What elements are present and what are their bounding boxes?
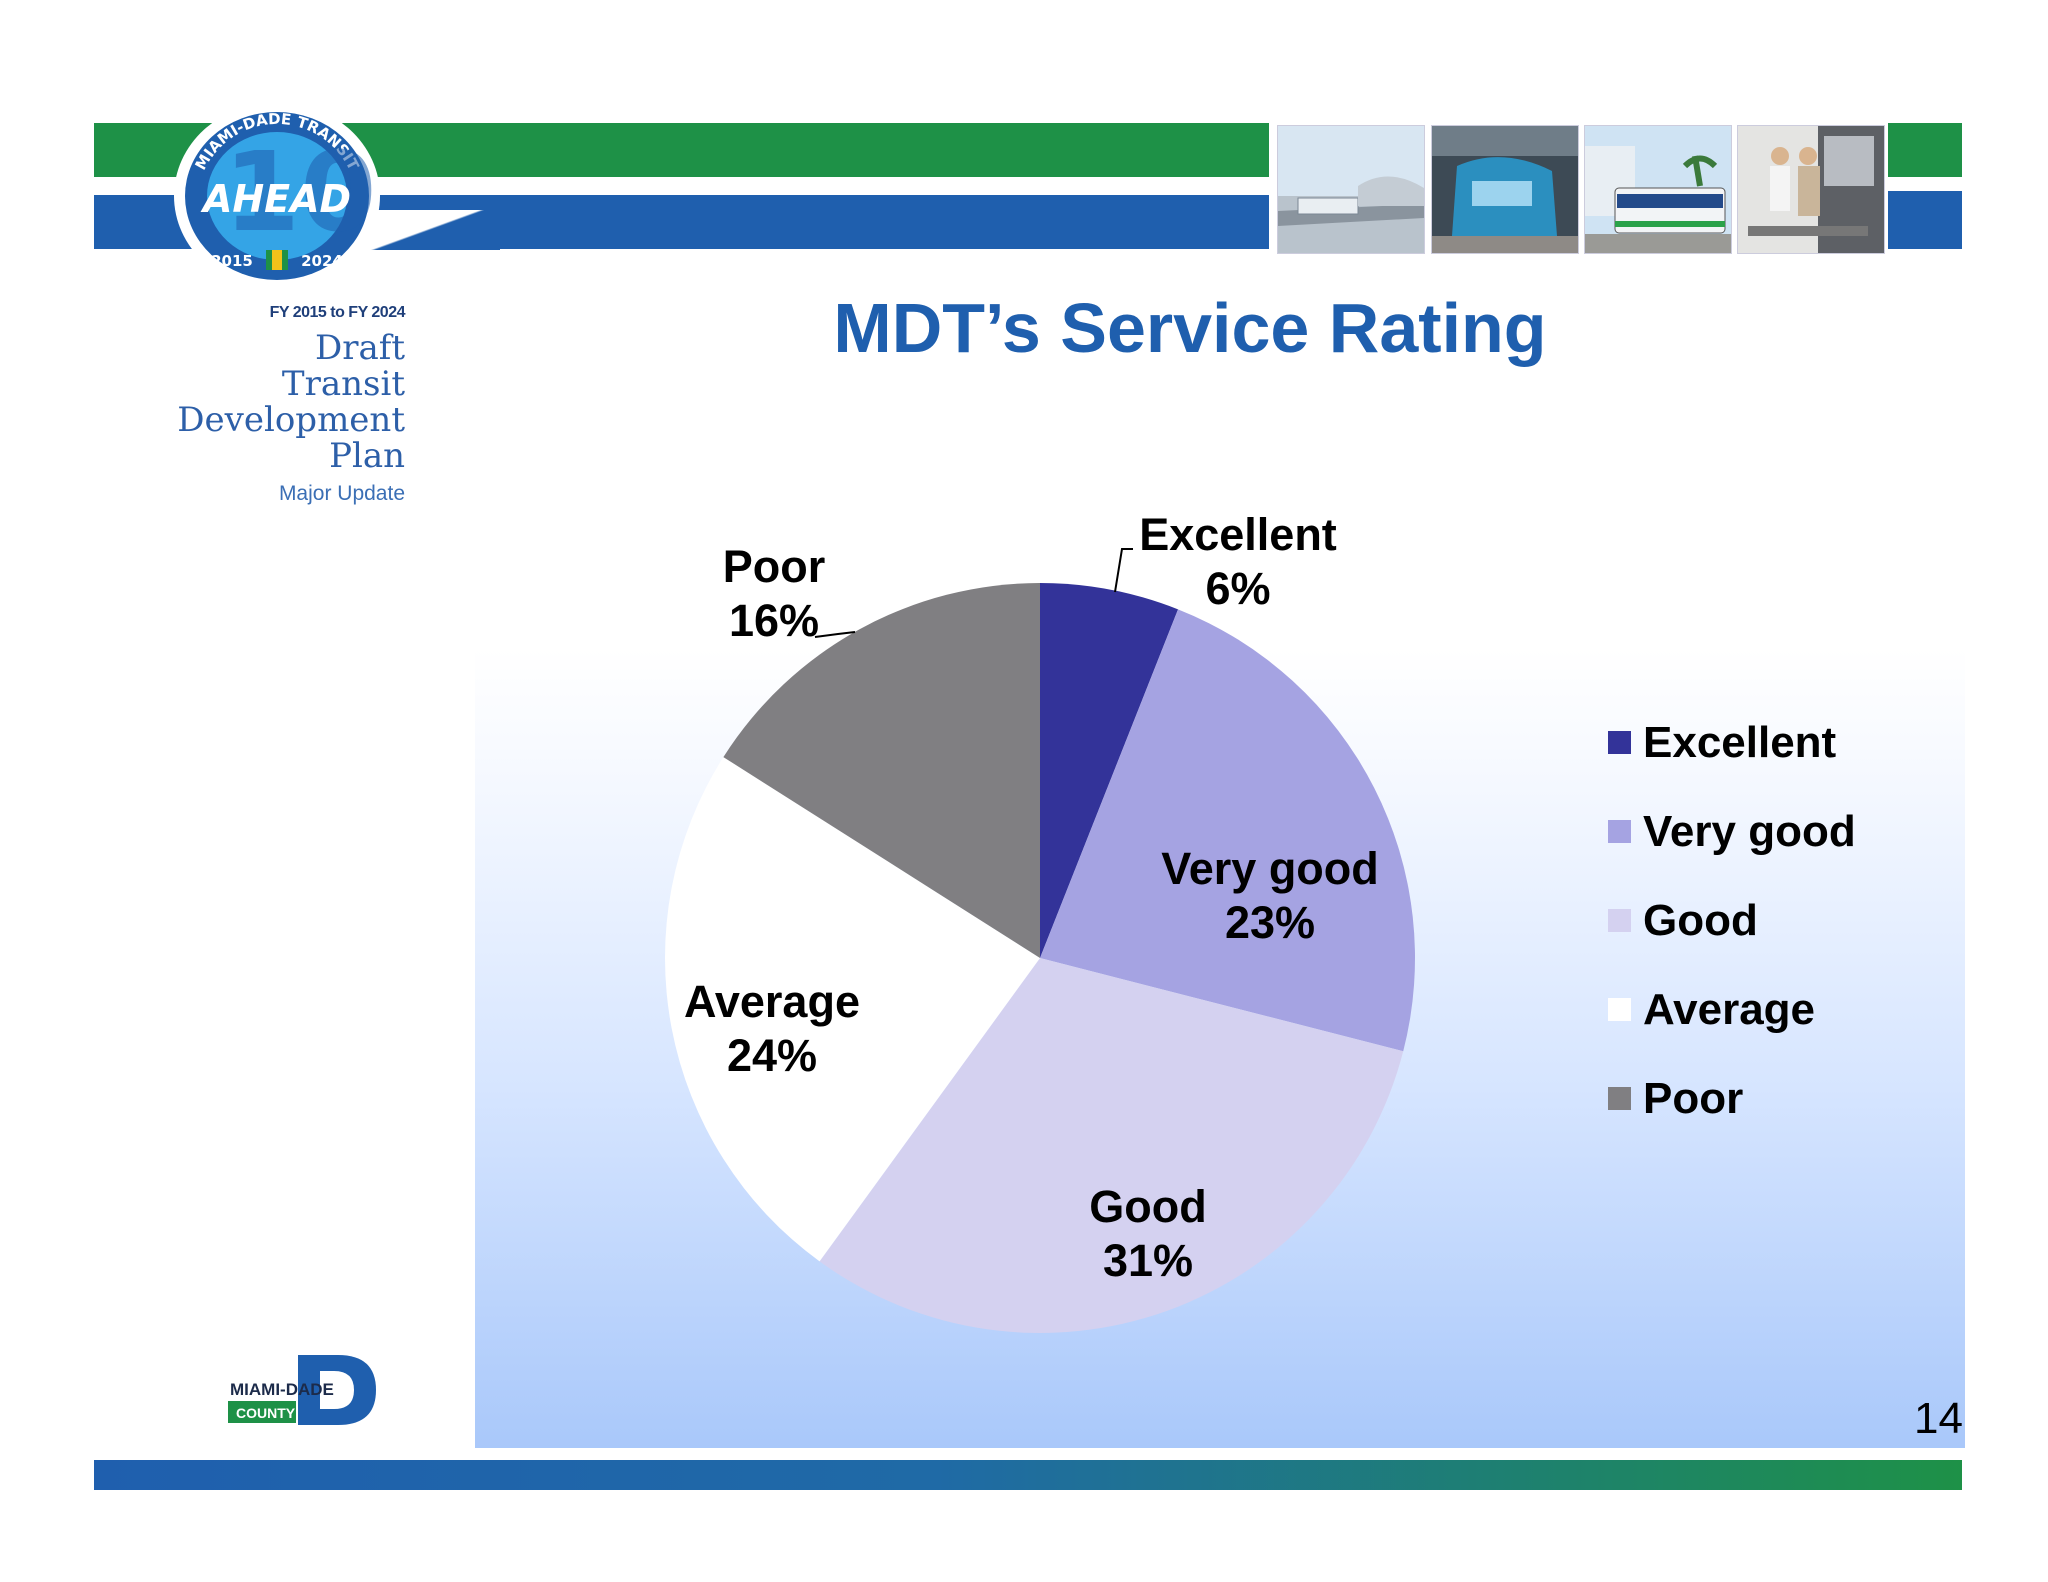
header-green-band-right bbox=[1888, 123, 1962, 177]
slice-label-poor-value: 16% bbox=[728, 595, 820, 646]
svg-text:10: 10 bbox=[223, 128, 376, 256]
logo-center-text: AHEAD bbox=[200, 177, 351, 221]
plan-title-block: FY 2015 to FY 2024 Draft Transit Develop… bbox=[120, 300, 405, 520]
slice-label-very-good-value: 23% bbox=[1224, 897, 1316, 948]
legend-item-excellent: Excellent bbox=[1608, 698, 1856, 787]
slice-label-poor: Poor 16% bbox=[723, 540, 826, 648]
legend-swatch-poor bbox=[1608, 1087, 1631, 1110]
legend-item-very-good: Very good bbox=[1608, 787, 1856, 876]
chart-legend: Excellent Very good Good Average Poor bbox=[1608, 698, 1856, 1143]
footer-bar bbox=[94, 1460, 1962, 1490]
slice-label-very-good-name: Very good bbox=[1161, 843, 1379, 894]
slice-label-average: Average 24% bbox=[684, 975, 860, 1083]
slice-label-good-name: Good bbox=[1089, 1181, 1207, 1232]
slice-label-excellent: Excellent 6% bbox=[1139, 508, 1337, 616]
slice-label-good: Good 31% bbox=[1089, 1180, 1206, 1288]
slice-label-good-value: 31% bbox=[1102, 1235, 1194, 1286]
header-blue-band-right bbox=[1888, 191, 1962, 249]
slice-label-excellent-value: 6% bbox=[1205, 563, 1271, 614]
photo-metromover bbox=[1431, 125, 1579, 254]
slice-label-very-good: Very good 23% bbox=[1161, 842, 1379, 950]
ahead-logo: MIAMI-DADE TRANSIT 10 AHEAD 2015 2024 bbox=[172, 100, 382, 292]
pie-slice-good bbox=[819, 958, 1404, 1333]
plan-line-2: Transit bbox=[281, 364, 405, 404]
pie-slice-excellent bbox=[1040, 583, 1179, 958]
slice-label-poor-name: Poor bbox=[722, 541, 826, 592]
legend-label-average: Average bbox=[1643, 984, 1816, 1034]
logo-year-left: 2015 bbox=[211, 252, 253, 270]
county-logo-line2: COUNTY bbox=[236, 1405, 296, 1421]
plan-line-1: Draft bbox=[314, 328, 405, 368]
slice-label-average-name: Average bbox=[684, 976, 860, 1027]
slide-title: MDT’s Service Rating bbox=[833, 289, 1547, 367]
legend-label-good: Good bbox=[1643, 895, 1758, 945]
pie-slice-very-good bbox=[1040, 609, 1415, 1052]
legend-label-excellent: Excellent bbox=[1643, 717, 1837, 767]
legend-item-poor: Poor bbox=[1608, 1054, 1856, 1143]
plan-subtitle: Major Update bbox=[278, 482, 405, 505]
photo-metrobus bbox=[1584, 125, 1732, 254]
legend-swatch-average bbox=[1608, 998, 1631, 1021]
legend-label-very-good: Very good bbox=[1643, 806, 1856, 856]
leader-line-excellent bbox=[1114, 548, 1133, 593]
legend-swatch-good bbox=[1608, 909, 1631, 932]
legend-label-poor: Poor bbox=[1643, 1073, 1744, 1123]
plan-line-4: Plan bbox=[329, 436, 405, 476]
legend-swatch-very-good bbox=[1608, 820, 1631, 843]
pie-slice-poor bbox=[723, 583, 1040, 958]
slice-label-average-value: 24% bbox=[726, 1030, 818, 1081]
fy-range: FY 2015 to FY 2024 bbox=[269, 304, 406, 321]
legend-item-good: Good bbox=[1608, 876, 1856, 965]
county-logo-line1: MIAMI-DADE bbox=[230, 1380, 334, 1399]
photo-metrorail-station bbox=[1277, 125, 1425, 254]
leader-line-poor bbox=[814, 631, 856, 638]
pie-slice-average bbox=[664, 757, 1040, 1262]
slice-label-excellent-name: Excellent bbox=[1139, 509, 1337, 560]
photo-special-transportation bbox=[1737, 125, 1885, 254]
plan-line-3: Development bbox=[177, 400, 405, 440]
legend-swatch-excellent bbox=[1608, 731, 1631, 754]
header-blue-wedge bbox=[360, 210, 500, 250]
legend-item-average: Average bbox=[1608, 965, 1856, 1054]
miami-dade-county-logo: MIAMI-DADE COUNTY bbox=[228, 1355, 378, 1425]
page-number: 14 bbox=[1914, 1394, 1963, 1443]
logo-year-right: 2024 bbox=[301, 252, 343, 270]
